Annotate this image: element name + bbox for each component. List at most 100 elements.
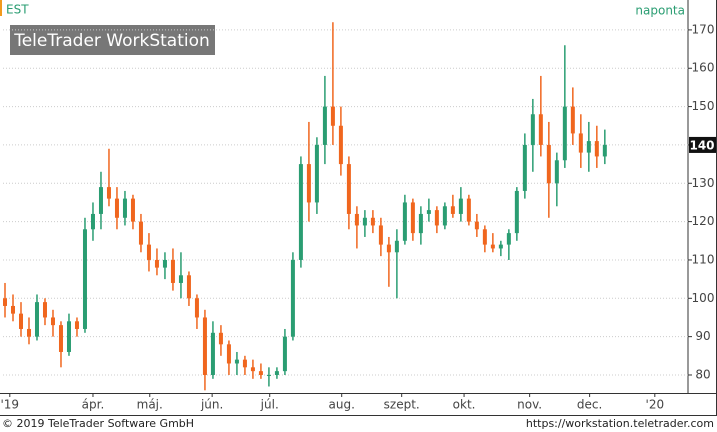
candle-body <box>42 302 47 318</box>
x-tick-label: '20 <box>646 398 665 412</box>
candle-body <box>154 259 159 268</box>
source-url: https://workstation.teletrader.com <box>526 417 714 430</box>
candle-body <box>314 144 319 203</box>
candle-body <box>466 198 471 222</box>
candle-body <box>450 206 455 214</box>
x-tick-label: aug. <box>329 398 355 412</box>
candle-body <box>458 198 463 214</box>
candle-body <box>594 141 599 157</box>
candle-body <box>162 259 167 268</box>
candle-body <box>106 187 111 199</box>
last-price: 140 <box>689 138 714 152</box>
candle-body <box>122 198 127 218</box>
candle-body <box>498 244 503 249</box>
candle-body <box>282 336 287 372</box>
x-tick-label: máj. <box>137 398 163 412</box>
y-tick-label: 130 <box>692 176 715 190</box>
candle-body <box>290 259 295 337</box>
candle-body <box>586 141 591 153</box>
y-tick-label: 90 <box>695 329 710 343</box>
last-price-box <box>689 136 716 153</box>
candle-body <box>538 114 543 145</box>
candle-body <box>226 344 231 364</box>
chart-title: EST <box>6 3 29 17</box>
copyright: © 2019 TeleTrader Software GmbH <box>2 417 194 430</box>
candle-body <box>330 106 335 126</box>
candle-body <box>578 133 583 153</box>
y-tick-label: 170 <box>692 22 715 36</box>
candle-body <box>274 371 279 375</box>
y-tick-label: 120 <box>692 214 715 228</box>
candle-body <box>138 221 143 245</box>
candle-body <box>258 371 263 375</box>
candle-body <box>474 221 479 230</box>
candle-body <box>266 374 271 376</box>
candle-body <box>506 233 511 245</box>
candle-body <box>50 317 55 326</box>
candle-body <box>442 206 447 226</box>
candle-body <box>306 164 311 203</box>
candle-body <box>202 317 207 375</box>
candle-body <box>210 332 215 375</box>
candle-body <box>370 217 375 226</box>
y-tick-label: 150 <box>692 99 715 113</box>
candle-body <box>98 187 103 214</box>
candle-body <box>322 106 327 145</box>
candle-body <box>298 164 303 260</box>
candle-body <box>570 106 575 134</box>
candle-body <box>546 144 551 184</box>
candle-body <box>82 229 87 329</box>
plot: 80 90 100 110 120 130 140 150 160 170 '19 ápr. máj. j… <box>1 22 716 412</box>
candle-body <box>170 259 175 283</box>
candle-body <box>250 367 255 372</box>
candle-body <box>58 325 63 352</box>
x-tick-label: okt. <box>453 398 476 412</box>
candle-body <box>194 298 199 318</box>
candle-body <box>426 210 431 214</box>
frequency: naponta <box>635 4 685 18</box>
candle-body <box>242 359 247 368</box>
candle-body <box>2 298 7 306</box>
series-marker <box>0 0 2 16</box>
candle-body <box>402 202 407 241</box>
candle-body <box>338 125 343 165</box>
candle-body <box>74 321 79 329</box>
candle-body <box>178 275 183 283</box>
x-tick-label: '19 <box>1 398 20 412</box>
candle-body <box>34 302 39 337</box>
candle-body <box>514 190 519 234</box>
candle-body <box>410 202 415 234</box>
candle-body <box>434 210 439 226</box>
candle-body <box>418 213 423 234</box>
x-tick-label: ápr. <box>82 398 105 412</box>
candle-body <box>386 244 391 253</box>
y-tick-label: 110 <box>692 252 715 266</box>
x-tick-label: dec. <box>577 398 602 412</box>
candle-body <box>26 328 31 337</box>
candle-body <box>522 144 527 191</box>
y-tick-label: 100 <box>692 291 715 305</box>
candle-body <box>114 198 119 218</box>
candle-body <box>10 305 15 314</box>
candle-body <box>394 240 399 253</box>
candle-body <box>18 313 23 329</box>
candle-body <box>66 321 71 352</box>
candle-body <box>554 160 559 184</box>
candle-body <box>482 229 487 245</box>
candle-body <box>354 213 359 226</box>
candle-body <box>378 225 383 245</box>
candle-body <box>490 244 495 249</box>
y-tick-label: 80 <box>695 367 710 381</box>
candle-body <box>234 359 239 364</box>
x-tick-label: szept. <box>384 398 420 412</box>
candle-body <box>186 275 191 299</box>
x-tick-label: nov. <box>517 398 542 412</box>
candle-body <box>130 198 135 222</box>
x-tick-label: júl. <box>260 398 279 412</box>
watermark: TeleTrader WorkStation <box>13 31 210 51</box>
x-tick-label: jún. <box>200 398 223 412</box>
candle-body <box>346 164 351 214</box>
candle-body <box>530 114 535 145</box>
candle-body <box>362 217 367 226</box>
